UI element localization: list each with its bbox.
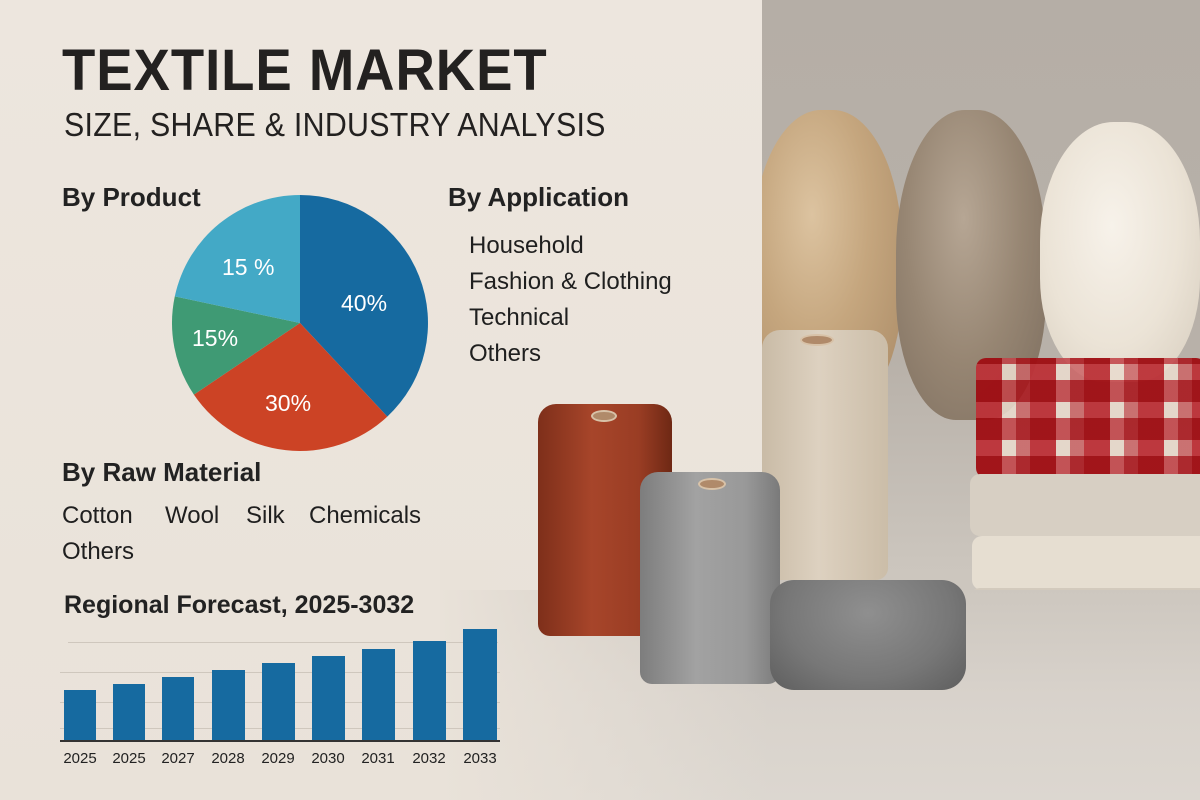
raw-material-silk: Silk xyxy=(246,502,285,529)
gridline xyxy=(68,642,498,643)
x-tick-label: 2029 xyxy=(261,750,295,767)
x-tick-label: 2030 xyxy=(311,750,345,767)
pie-slice-40 xyxy=(300,195,428,417)
cone-spindle-hole xyxy=(800,334,834,346)
pie-slice-15-light-blue xyxy=(174,195,300,323)
by-raw-material-heading: By Raw Material xyxy=(62,457,262,487)
bar-2027 xyxy=(162,677,194,740)
pie-label-40: 40% xyxy=(341,290,388,316)
page-subtitle: SIZE, SHARE & INDUSTRY ANALYSIS xyxy=(64,106,606,143)
raw-material-cotton: Cotton xyxy=(62,502,133,529)
forecast-heading: Regional Forecast, 2025-3032 xyxy=(64,591,415,619)
folded-cream-fabric xyxy=(972,536,1200,590)
cream-yarn-skein xyxy=(1040,122,1200,382)
bar-2025a xyxy=(64,690,96,740)
x-tick-label: 2028 xyxy=(211,750,245,767)
bar-2032 xyxy=(413,641,446,740)
raw-material-others: Others xyxy=(62,538,135,565)
x-tick-label: 2032 xyxy=(412,750,446,767)
application-item-fashion: Fashion & Clothing xyxy=(469,268,672,295)
x-tick-label: 2025 xyxy=(63,750,97,767)
x-tick-label: 2031 xyxy=(361,750,395,767)
by-application-heading: By Application xyxy=(448,182,630,212)
pie-slice-15-green xyxy=(172,296,300,395)
cone-spindle-hole xyxy=(591,410,617,422)
bar-2029 xyxy=(262,663,295,740)
x-tick-label: 2025 xyxy=(112,750,146,767)
gray-knit-fabric xyxy=(770,580,966,690)
bar-2033 xyxy=(463,629,497,740)
bar-2030 xyxy=(312,656,345,740)
folded-linen-fabric xyxy=(970,474,1200,536)
gray-thread-cone xyxy=(640,472,780,684)
forecast-bar-chart: 2025 2025 2027 2028 2029 2030 2031 2032 … xyxy=(60,620,505,770)
bar-2031 xyxy=(362,649,395,740)
x-tick-label: 2033 xyxy=(463,750,497,767)
page-title: TEXTILE MARKET xyxy=(62,38,548,103)
application-item-others: Others xyxy=(469,340,542,367)
cone-spindle-hole xyxy=(698,478,726,490)
pie-label-15-green: 15% xyxy=(192,325,239,351)
raw-material-wool: Wool xyxy=(165,502,220,529)
textile-photo xyxy=(762,0,1200,800)
product-pie-chart xyxy=(172,195,428,451)
bar-2028 xyxy=(212,670,245,740)
red-plaid-fabric xyxy=(976,358,1200,478)
x-axis xyxy=(60,740,500,742)
raw-material-chemicals: Chemicals xyxy=(309,502,422,529)
pie-label-15-light-blue: 15 % xyxy=(222,254,275,280)
pie-label-30: 30% xyxy=(265,390,312,416)
by-product-heading: By Product xyxy=(62,182,201,212)
application-item-household: Household xyxy=(469,232,584,259)
application-item-technical: Technical xyxy=(469,304,570,331)
bar-2025b xyxy=(113,684,145,740)
pie-slice-30 xyxy=(193,323,388,451)
beige-thread-cone xyxy=(762,330,888,580)
x-tick-label: 2027 xyxy=(161,750,195,767)
